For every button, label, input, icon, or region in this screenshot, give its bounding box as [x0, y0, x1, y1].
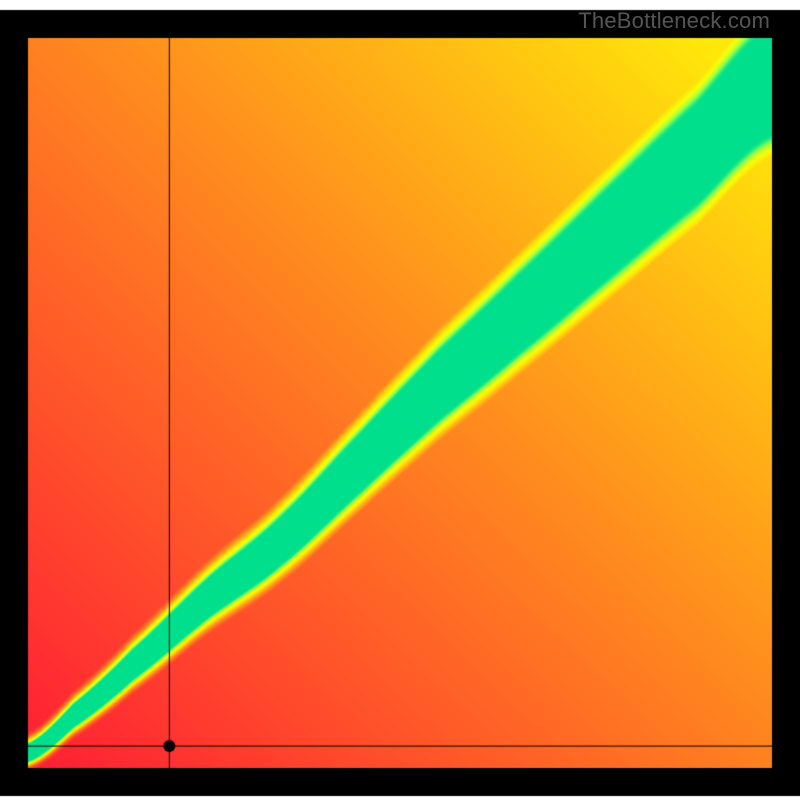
- watermark-text: TheBottleneck.com: [578, 8, 770, 34]
- bottleneck-heatmap: [0, 0, 800, 800]
